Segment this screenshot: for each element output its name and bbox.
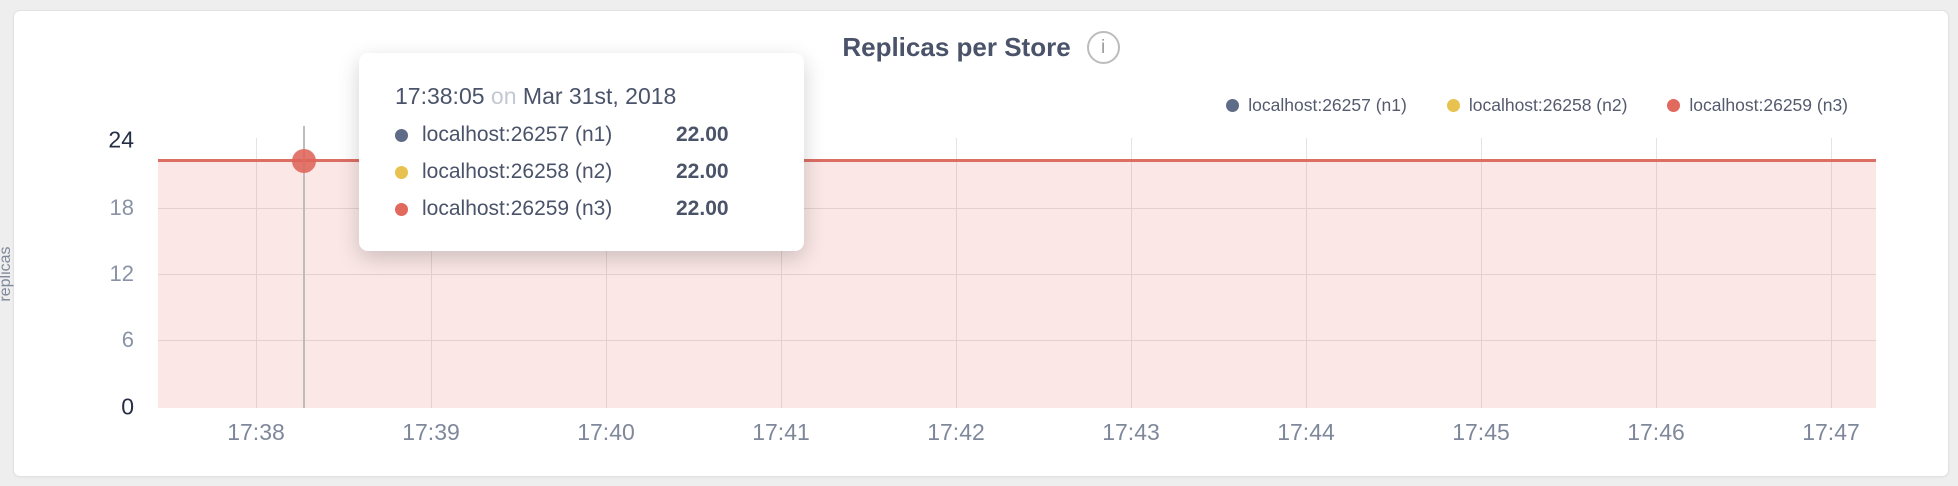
tooltip-timestamp: 17:38:05 on Mar 31st, 2018 bbox=[395, 83, 768, 110]
tooltip-row-value: 22.00 bbox=[676, 123, 729, 146]
x-tick-1740: 17:40 bbox=[577, 419, 635, 445]
legend-item-label: localhost:26257 (n1) bbox=[1248, 95, 1407, 115]
x-gridline bbox=[431, 138, 432, 408]
tooltip-connector: on bbox=[490, 83, 517, 109]
legend-dot-icon bbox=[1446, 99, 1460, 112]
x-tick-1741: 17:41 bbox=[752, 419, 810, 445]
y-tick-0: 0 bbox=[121, 393, 134, 420]
hover-guideline bbox=[303, 126, 305, 408]
legend-item-n1[interactable]: localhost:26257 (n1) bbox=[1226, 95, 1407, 116]
x-gridline bbox=[1131, 138, 1132, 408]
x-tick-1743: 17:43 bbox=[1102, 419, 1160, 445]
x-gridline bbox=[781, 138, 782, 408]
series-dot-icon bbox=[395, 128, 408, 142]
x-tick-1744: 17:44 bbox=[1277, 419, 1335, 445]
series-dot-icon bbox=[395, 165, 408, 179]
y-gridline bbox=[158, 340, 1876, 341]
y-tick-12: 12 bbox=[109, 261, 134, 286]
legend-dot-icon bbox=[1226, 99, 1240, 112]
x-tick-1742: 17:42 bbox=[927, 419, 985, 445]
y-tick-24: 24 bbox=[108, 126, 134, 153]
tooltip-row-n1: localhost:26257 (n1) 22.00 bbox=[395, 123, 768, 147]
chart-header: Replicas per Store i bbox=[14, 29, 1948, 65]
y-axis-label: replicas bbox=[0, 246, 14, 302]
y-gridline bbox=[158, 208, 1876, 209]
chart-card: Replicas per Store i localhost:26257 (n1… bbox=[0, 10, 1949, 477]
tooltip-row-label: localhost:26257 (n1) bbox=[422, 123, 613, 146]
tooltip-time: 17:38:05 bbox=[395, 83, 485, 109]
hover-tooltip: 17:38:05 on Mar 31st, 2018 localhost:262… bbox=[359, 53, 804, 251]
legend-item-label: localhost:26259 (n3) bbox=[1689, 95, 1848, 115]
series-line bbox=[158, 159, 1876, 162]
tooltip-row-label: localhost:26259 (n3) bbox=[422, 197, 613, 220]
x-gridline bbox=[956, 138, 957, 408]
tooltip-row-value: 22.00 bbox=[676, 160, 729, 183]
series-dot-icon bbox=[395, 202, 408, 216]
legend-dot-icon bbox=[1667, 99, 1681, 112]
tooltip-row-n3: localhost:26259 (n3) 22.00 bbox=[395, 197, 768, 221]
x-gridline bbox=[256, 138, 257, 408]
info-icon[interactable]: i bbox=[1086, 30, 1120, 64]
x-tick-1745: 17:45 bbox=[1452, 419, 1510, 445]
tooltip-date: Mar 31st, 2018 bbox=[522, 83, 677, 109]
tooltip-row-value: 22.00 bbox=[676, 197, 729, 220]
legend-item-label: localhost:26258 (n2) bbox=[1468, 95, 1628, 115]
x-gridline bbox=[606, 138, 607, 408]
x-tick-1739: 17:39 bbox=[402, 419, 460, 445]
legend-item-n3[interactable]: localhost:26259 (n3) bbox=[1667, 95, 1848, 116]
tooltip-row-n2: localhost:26258 (n2) 22.00 bbox=[395, 160, 768, 184]
y-tick-6: 6 bbox=[121, 327, 134, 352]
legend-item-n2[interactable]: localhost:26258 (n2) bbox=[1446, 95, 1628, 116]
hover-point bbox=[292, 149, 316, 173]
x-gridline bbox=[1306, 138, 1307, 408]
y-gridline bbox=[158, 274, 1876, 275]
x-gridline bbox=[1481, 138, 1482, 408]
legend: localhost:26257 (n1) localhost:26258 (n2… bbox=[1226, 95, 1848, 116]
x-tick-1746: 17:46 bbox=[1627, 419, 1685, 445]
x-gridline bbox=[1831, 138, 1832, 408]
chart-title: Replicas per Store bbox=[842, 31, 1071, 62]
tooltip-row-label: localhost:26258 (n2) bbox=[422, 160, 613, 183]
info-icon-glyph: i bbox=[1101, 36, 1106, 58]
x-tick-1738: 17:38 bbox=[227, 419, 285, 445]
y-tick-18: 18 bbox=[109, 195, 134, 220]
x-gridline bbox=[1656, 138, 1657, 408]
x-tick-1747: 17:47 bbox=[1802, 419, 1860, 445]
